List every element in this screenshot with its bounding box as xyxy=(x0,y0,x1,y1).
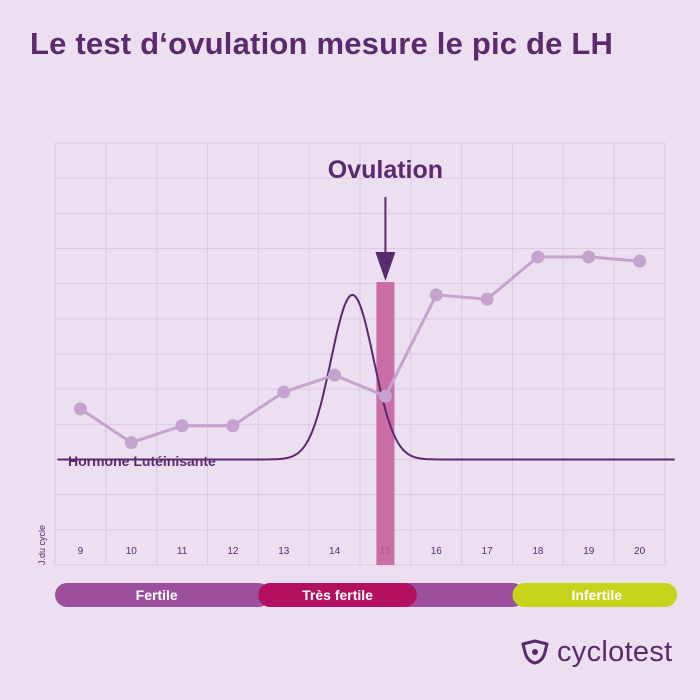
measurement-point xyxy=(480,292,494,306)
measurement-point xyxy=(175,419,189,433)
measurement-line xyxy=(79,255,640,445)
x-tick-label: 9 xyxy=(78,546,84,557)
measurement-point xyxy=(429,288,443,302)
ovulation-arrow-head xyxy=(375,252,396,281)
measurement-point xyxy=(328,368,342,382)
lh-curve-group: Hormone Lutéinisante xyxy=(57,293,675,469)
x-tick-label: 17 xyxy=(482,546,494,557)
x-tick-label: 13 xyxy=(278,546,290,557)
x-tick-label: 19 xyxy=(583,546,595,557)
x-tick-label: 11 xyxy=(177,546,188,557)
measurement-point xyxy=(531,250,545,264)
cycle-phase-bar: Fertile Très fertile Infertile xyxy=(55,583,677,607)
phase-segment-highlight xyxy=(258,583,417,607)
ovulation-band xyxy=(376,282,395,565)
phase-label: Fertile xyxy=(136,587,178,603)
measurement-point xyxy=(378,389,392,403)
phase-segment xyxy=(55,583,271,607)
measurement-point xyxy=(226,419,240,433)
x-tick-label: 18 xyxy=(532,546,544,557)
measurement-point xyxy=(633,254,647,268)
cyclotest-logo-icon xyxy=(521,639,549,665)
cyclotest-logo: cyclotest xyxy=(519,632,673,672)
measurement-point xyxy=(73,402,87,416)
x-tick-label: 20 xyxy=(634,546,646,557)
x-tick-labels: 91011121314151617181920 xyxy=(78,546,646,557)
chart-grid xyxy=(54,142,666,566)
measurement-point xyxy=(582,250,596,264)
chart-title: Le test d‘ovulation mesure le pic de LH xyxy=(30,26,614,61)
phase-segment xyxy=(512,583,677,607)
measurement-point xyxy=(277,385,291,399)
ovulation-label: Ovulation xyxy=(328,156,443,184)
measurement-point xyxy=(124,436,138,450)
x-tick-label: 16 xyxy=(431,546,443,557)
x-tick-label: 12 xyxy=(227,546,239,557)
lh-curve xyxy=(57,293,675,461)
x-tick-label: 14 xyxy=(329,546,341,557)
phase-label: Très fertile xyxy=(302,587,373,603)
lh-series-label: Hormone Lutéinisante xyxy=(68,453,216,469)
brand-name: cyclotest xyxy=(557,635,673,668)
ovulation-marker: Ovulation xyxy=(328,156,443,565)
measurement-series xyxy=(73,250,647,450)
x-tick-label: 10 xyxy=(126,546,138,557)
x-axis-label: J.du cycle xyxy=(37,525,47,565)
phase-label: Infertile xyxy=(571,587,622,603)
